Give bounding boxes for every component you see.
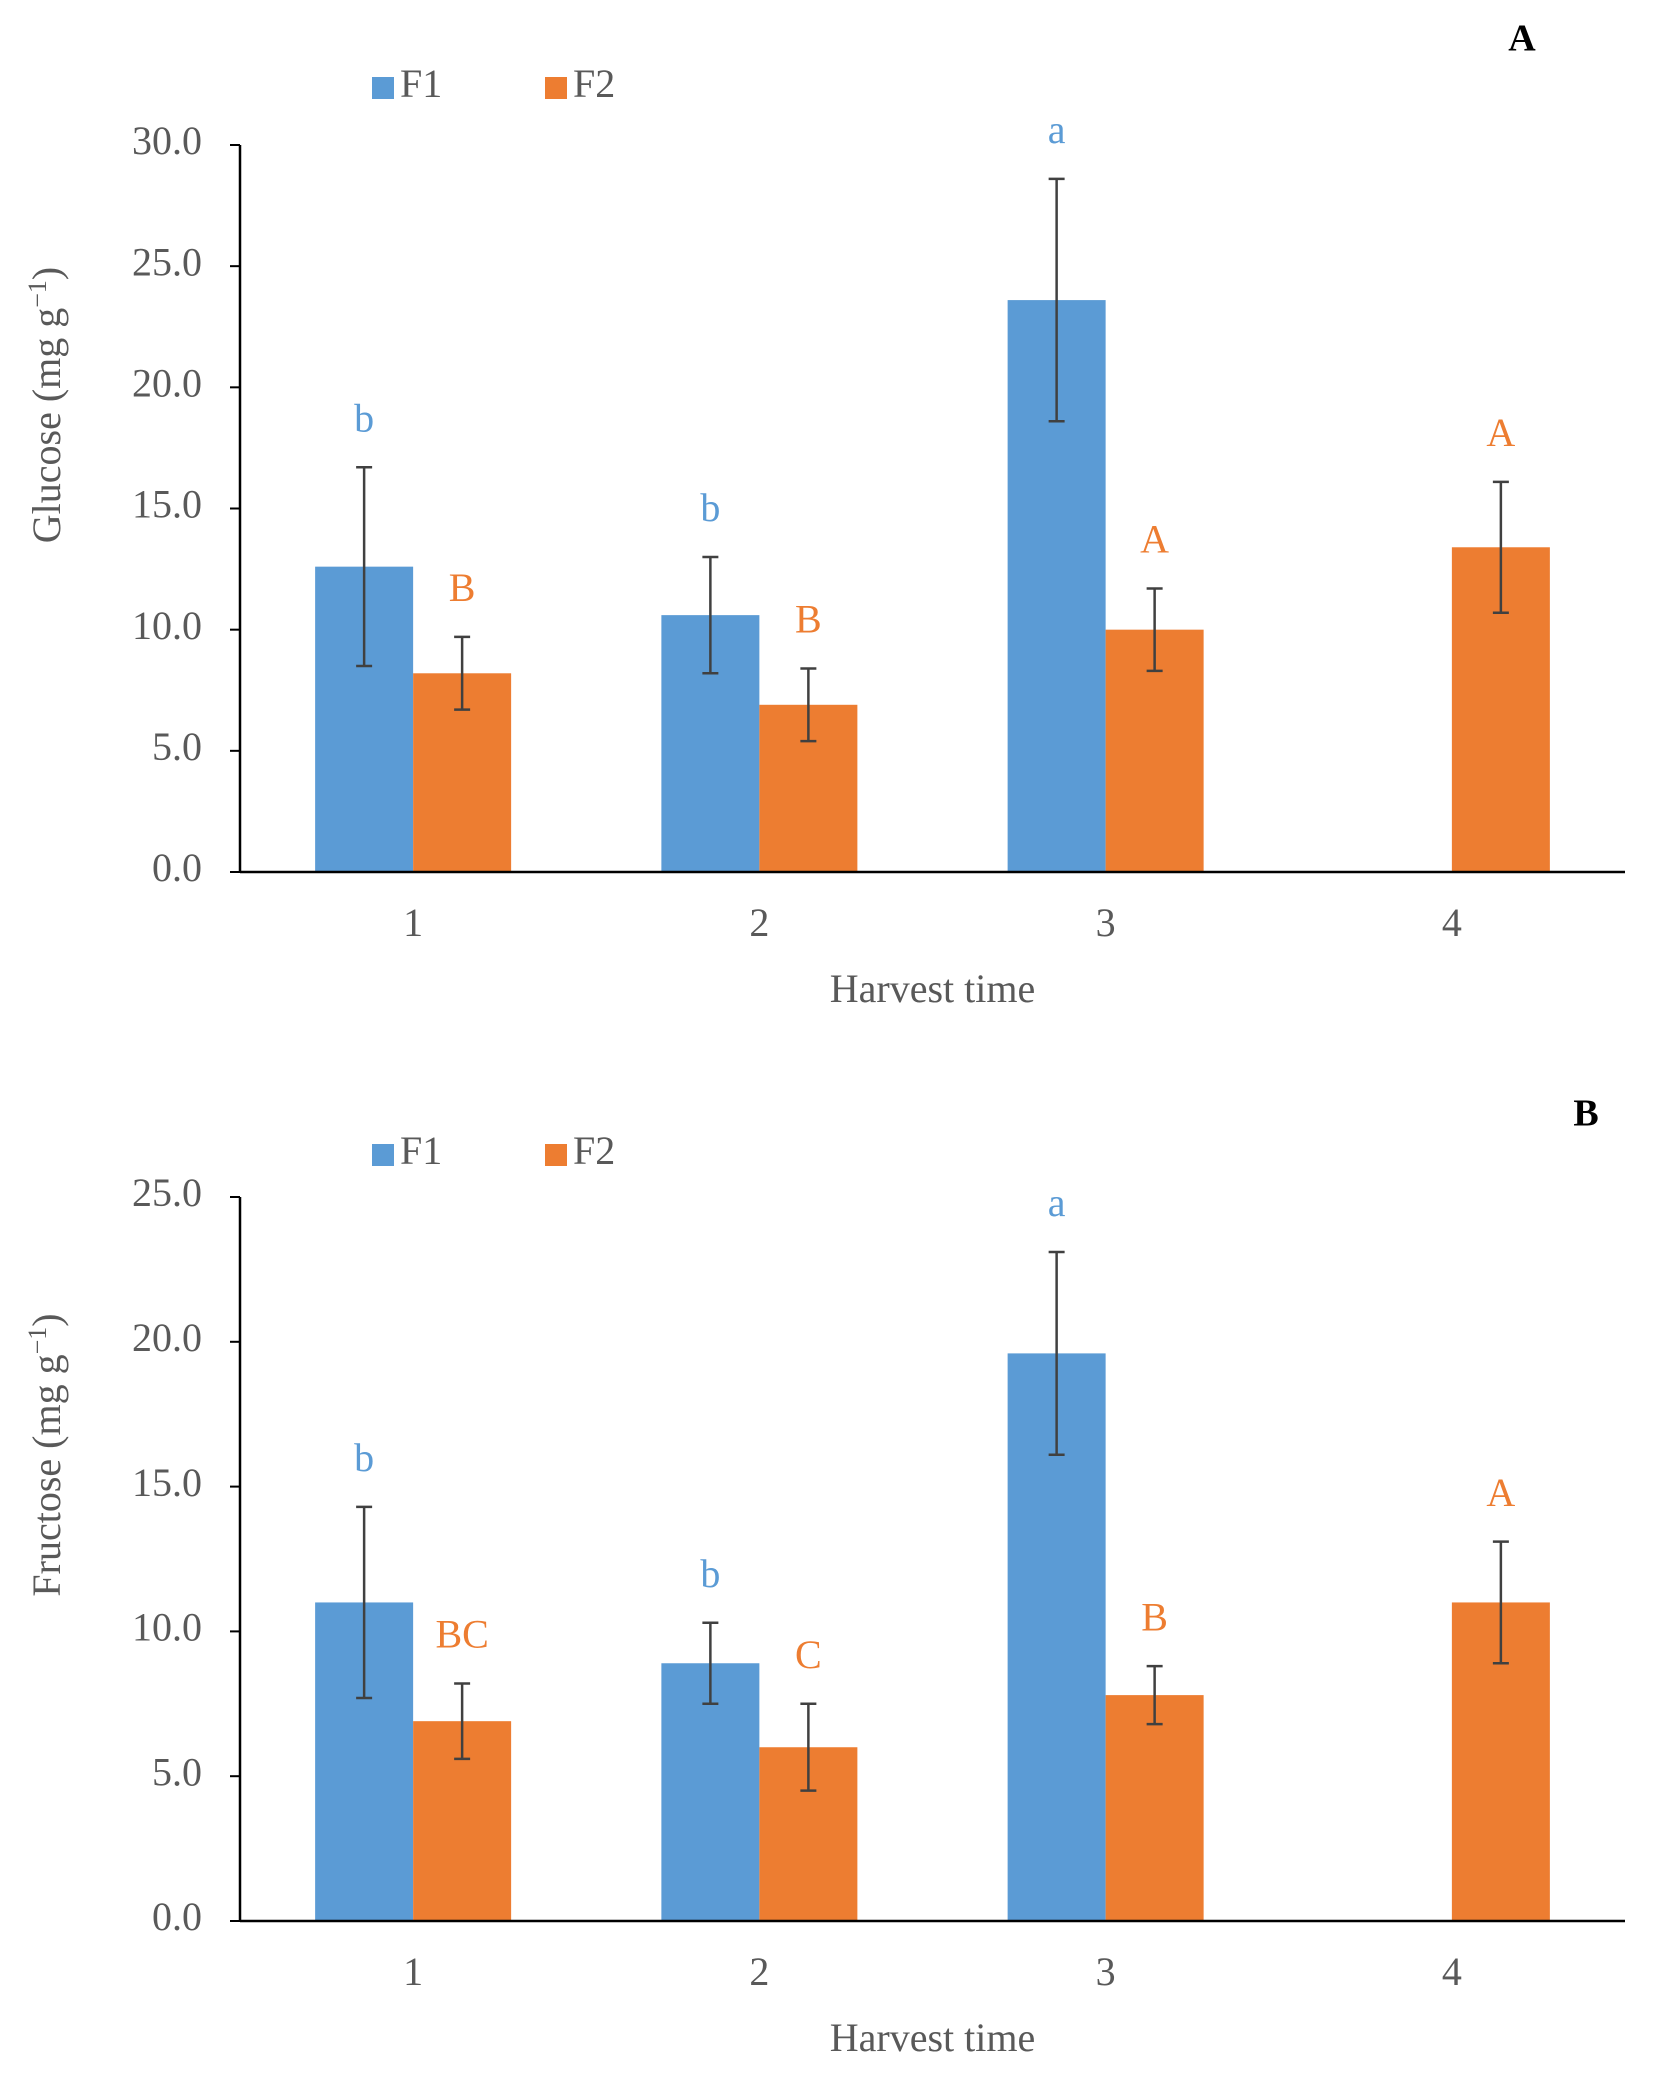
bar-f2-3 — [1105, 1695, 1204, 1921]
significance-letter: b — [700, 1551, 720, 1596]
x-tick-label: 3 — [1096, 900, 1116, 945]
legend-label-f1: F1 — [400, 1128, 442, 1173]
error-bar-f1-3 — [1048, 177, 1065, 423]
y-axis-title-main: Fructose (mg g — [24, 1354, 69, 1596]
significance-letter: A — [1140, 517, 1169, 562]
panel-label: B — [1573, 1093, 1598, 1135]
x-tick-label: 2 — [749, 1949, 769, 1994]
y-axis-title: Fructose (mg g−1) — [23, 1313, 69, 1596]
significance-letter: B — [795, 597, 822, 642]
x-axis-title: Harvest time — [830, 966, 1036, 1011]
x-tick-label: 1 — [403, 900, 423, 945]
y-tick-label: 25.0 — [132, 1170, 202, 1215]
significance-letter: B — [449, 565, 476, 610]
y-axis-title: Glucose (mg g−1) — [23, 267, 69, 544]
error-bar-f2-1 — [454, 635, 471, 711]
y-tick-label: 5.0 — [152, 1749, 202, 1794]
y-tick-label: 30.0 — [132, 118, 202, 163]
y-tick-label: 0.0 — [152, 1894, 202, 1939]
significance-letter: BC — [435, 1612, 488, 1657]
y-tick-label: 0.0 — [152, 845, 202, 890]
legend-swatch-f2 — [545, 1144, 567, 1166]
significance-letter: b — [354, 1435, 374, 1480]
legend-swatch-f1 — [372, 1144, 394, 1166]
x-tick-label: 3 — [1096, 1949, 1116, 1994]
error-bar-f1-1 — [356, 466, 373, 668]
y-tick-label: 15.0 — [132, 482, 202, 527]
significance-letter: A — [1486, 410, 1515, 455]
legend-swatch-f2 — [545, 77, 567, 99]
error-bar-f2-2 — [800, 667, 817, 743]
y-tick-label: 10.0 — [132, 1605, 202, 1650]
significance-letter: B — [1141, 1594, 1168, 1639]
y-axis-title-superscript: −1 — [23, 280, 52, 308]
y-tick-label: 10.0 — [132, 603, 202, 648]
x-tick-label: 4 — [1442, 900, 1462, 945]
y-tick-label: 15.0 — [132, 1460, 202, 1505]
error-bar-f2-4 — [1492, 480, 1509, 614]
legend-label-f1: F1 — [400, 61, 442, 106]
significance-letter: b — [700, 485, 720, 530]
error-bar-f2-1 — [454, 1682, 471, 1761]
legend-label-f2: F2 — [573, 1128, 615, 1173]
legend: F1 F2 — [372, 61, 615, 106]
y-axis-title-superscript: −1 — [23, 1327, 52, 1355]
significance-letter: A — [1486, 1470, 1515, 1515]
y-tick-label: 20.0 — [132, 1315, 202, 1360]
significance-letter: C — [795, 1632, 822, 1677]
chart-panel-b: B F1 F2 0.0 5.0 10.0 15.0 20.0 25.0 Fructose (mg … — [23, 1093, 1625, 2060]
panel-label: A — [1508, 18, 1536, 60]
y-axis-title-main: Glucose (mg g — [24, 308, 69, 544]
chart-panel-a: A F1 F2 0.0 5.0 10.0 15.0 20.0 25.0 30.0 Glucose (… — [23, 18, 1625, 1011]
legend: F1 F2 — [372, 1128, 615, 1173]
x-tick-label: 4 — [1442, 1949, 1462, 1994]
x-tick-label: 2 — [749, 900, 769, 945]
significance-letter: a — [1048, 107, 1066, 152]
error-bar-f2-2 — [800, 1702, 817, 1792]
error-bar-f1-3 — [1048, 1250, 1065, 1456]
y-axis-title-close: ) — [24, 267, 69, 280]
error-bar-f1-1 — [356, 1505, 373, 1700]
y-tick-label: 20.0 — [132, 361, 202, 406]
y-tick-label: 25.0 — [132, 239, 202, 284]
significance-letter: a — [1048, 1180, 1066, 1225]
error-bar-f2-4 — [1492, 1540, 1509, 1665]
significance-letter: b — [354, 395, 374, 440]
error-bar-f1-2 — [702, 555, 719, 675]
bar-f1-2 — [661, 1663, 760, 1921]
error-bar-f2-3 — [1146, 1664, 1163, 1726]
y-axis-title-close: ) — [24, 1313, 69, 1326]
x-tick-label: 1 — [403, 1949, 423, 1994]
legend-label-f2: F2 — [573, 61, 615, 106]
error-bar-f2-3 — [1146, 587, 1163, 673]
error-bar-f1-2 — [702, 1621, 719, 1706]
legend-swatch-f1 — [372, 77, 394, 99]
y-tick-label: 5.0 — [152, 724, 202, 769]
x-axis-title: Harvest time — [830, 2015, 1036, 2060]
